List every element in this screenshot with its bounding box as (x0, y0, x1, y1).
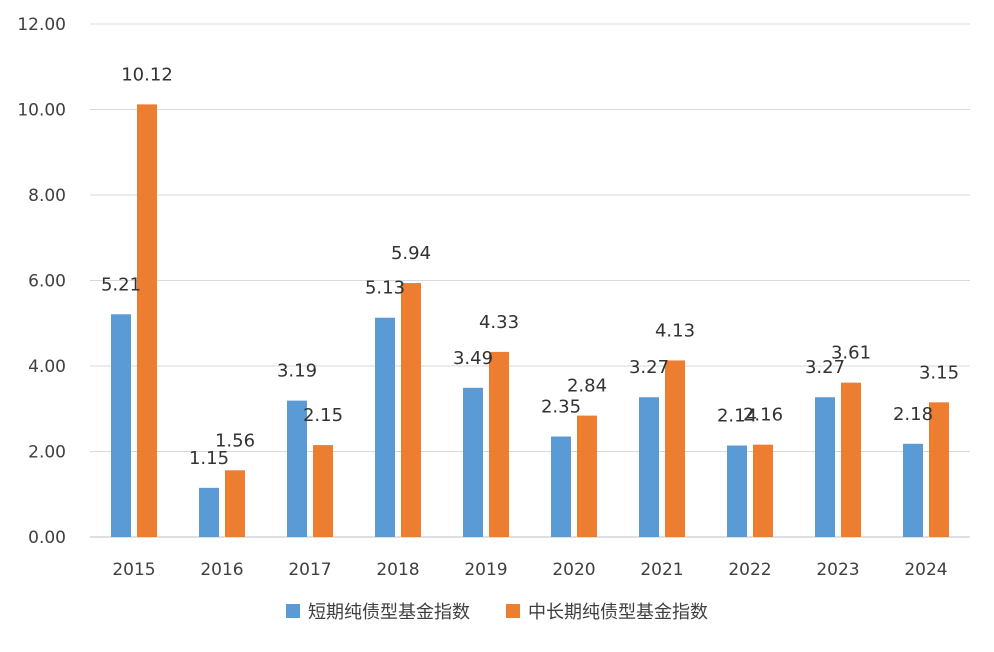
bar-mid-long-term (489, 351, 509, 537)
data-label-short-term: 2.18 (893, 404, 933, 425)
bar-mid-long-term (313, 445, 333, 537)
y-tick-label: 8.00 (28, 186, 66, 206)
legend-label-mid-long-term: 中长期纯债型基金指数 (528, 602, 708, 623)
x-tick-label: 2021 (640, 560, 683, 580)
data-label-short-term: 2.35 (541, 397, 581, 418)
data-label-mid-long-term: 2.15 (303, 405, 343, 426)
y-axis: 0.00 2.00 4.00 6.00 8.00 10.00 12.00 (17, 15, 66, 548)
bar-mid-long-term (665, 360, 685, 537)
x-axis: 2015 2016 2017 2018 2019 2020 2021 2022 2023 2024 (112, 560, 947, 580)
y-tick-label: 2.00 (28, 443, 66, 463)
legend-swatch-mid-long-term (506, 604, 520, 618)
bar-short-term (375, 317, 395, 537)
bar-short-term (111, 314, 131, 537)
data-label-mid-long-term: 1.56 (215, 430, 255, 451)
data-label-short-term: 3.27 (629, 357, 669, 378)
x-tick-label: 2023 (816, 560, 859, 580)
bars (111, 104, 949, 538)
legend-label-short-term: 短期纯债型基金指数 (308, 602, 470, 623)
data-label-mid-long-term: 4.33 (479, 312, 519, 333)
bar-mid-long-term (577, 415, 597, 537)
bar-mid-long-term (929, 402, 949, 537)
bar-short-term (727, 445, 747, 537)
data-label-short-term: 3.49 (453, 348, 493, 369)
legend-item-short-term: 短期纯债型基金指数 (286, 598, 470, 624)
data-label-short-term: 5.21 (101, 274, 141, 295)
bar-mid-long-term (753, 444, 773, 537)
x-tick-label: 2015 (112, 560, 155, 580)
y-tick-label: 6.00 (28, 272, 66, 292)
legend-swatch-short-term (286, 604, 300, 618)
data-label-short-term: 3.27 (805, 357, 845, 378)
x-tick-label: 2018 (376, 560, 419, 580)
x-tick-label: 2020 (552, 560, 595, 580)
gridlines (90, 23, 970, 538)
legend: 短期纯债型基金指数 中长期纯债型基金指数 (0, 598, 994, 624)
data-label-short-term: 5.13 (365, 278, 405, 299)
data-label-short-term: 1.15 (189, 448, 229, 469)
x-tick-label: 2016 (200, 560, 243, 580)
y-tick-label: 4.00 (28, 357, 66, 377)
bar-mid-long-term (401, 283, 421, 537)
data-label-mid-long-term: 3.61 (831, 343, 871, 364)
y-tick-label: 12.00 (17, 15, 66, 35)
bar-short-term (639, 397, 659, 537)
data-labels: 5.21 10.12 1.151.56 3.19 2.15 5.13 5.94 3.49 4.3… (101, 64, 959, 468)
bar-mid-long-term (137, 104, 157, 538)
bar-short-term (551, 436, 571, 537)
data-label-mid-long-term: 2.84 (567, 376, 607, 397)
bar-short-term (815, 397, 835, 537)
x-tick-label: 2019 (464, 560, 507, 580)
bar-short-term (199, 487, 219, 537)
data-label-mid-long-term: 4.13 (655, 320, 695, 341)
x-tick-label: 2017 (288, 560, 331, 580)
legend-item-mid-long-term: 中长期纯债型基金指数 (506, 598, 708, 624)
data-label-mid-long-term: 3.15 (919, 362, 959, 383)
bar-short-term (463, 387, 483, 537)
data-label-short-term: 2.14 (717, 406, 757, 427)
y-tick-label: 0.00 (28, 528, 66, 548)
bar-short-term (903, 443, 923, 537)
bar-mid-long-term (841, 382, 861, 537)
y-tick-label: 10.00 (17, 101, 66, 121)
x-tick-label: 2022 (728, 560, 771, 580)
x-tick-label: 2024 (904, 560, 947, 580)
bar-short-term (287, 400, 307, 537)
data-label-short-term: 3.19 (277, 361, 317, 382)
data-label-mid-long-term: 5.94 (391, 243, 431, 264)
bar-mid-long-term (225, 470, 245, 537)
data-label-mid-long-term: 2.16 (743, 405, 783, 426)
data-label-mid-long-term: 10.12 (121, 64, 173, 85)
